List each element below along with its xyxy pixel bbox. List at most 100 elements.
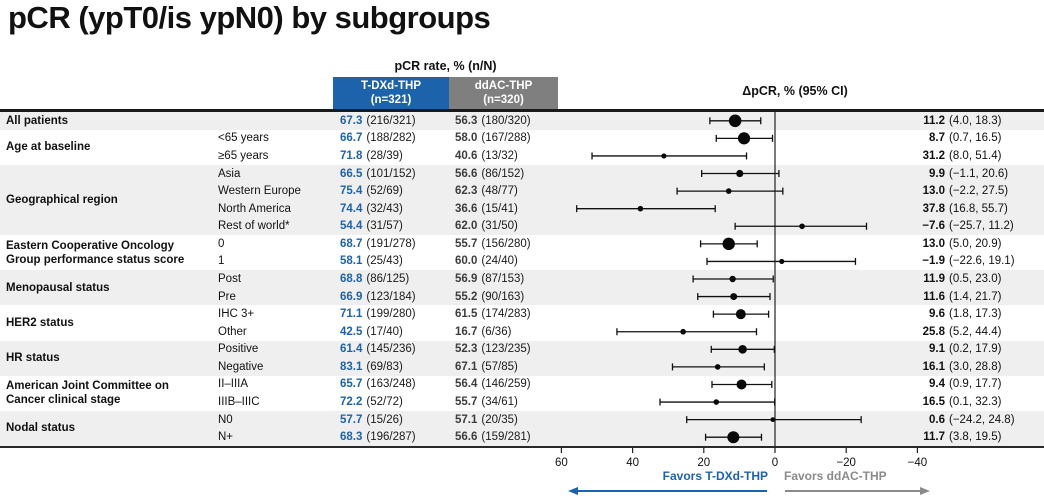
- delta-confidence-interval: (−24.2, 24.8): [949, 413, 1015, 426]
- delta-point-estimate: 13.0: [922, 237, 945, 250]
- category-label-line: Nodal status: [6, 422, 76, 435]
- tdxd-value: 66.9 (123/184): [340, 288, 452, 306]
- delta-value: 16.5 (0.1, 32.3): [868, 393, 1040, 411]
- delta-confidence-interval: (1.8, 17.3): [949, 308, 1002, 321]
- ddac-value: 55.7 (156/280): [455, 235, 555, 253]
- axis-tick-label: −20: [836, 457, 856, 469]
- ddac-percent: 61.5: [455, 308, 478, 321]
- category-label-line: Geographical region: [6, 193, 118, 206]
- delta-point-estimate: 9.4: [929, 378, 945, 391]
- table-row: Other 42.5 (17/40) 16.7 (6/36) 25.8 (5.2, 44.4…: [0, 323, 1044, 341]
- tdxd-percent: 58.1: [340, 255, 363, 268]
- subgroup-group: Eastern Cooperative Oncology Group perfor…: [0, 235, 1044, 270]
- tdxd-value: 65.7 (163/248): [340, 376, 452, 394]
- ddac-thp-column-header: ddAC-THP (n=320): [449, 77, 558, 109]
- delta-value: 31.2 (8.0, 51.4): [868, 147, 1040, 165]
- table-row: Pre 66.9 (123/184) 55.2 (90/163) 11.6 (1.4, 21…: [0, 288, 1044, 306]
- tdxd-fraction: (28/39): [366, 149, 403, 162]
- tdxd-percent: 74.4: [340, 202, 363, 215]
- ddac-fraction: (48/77): [481, 185, 518, 198]
- ddac-fraction: (24/40): [481, 255, 518, 268]
- delta-confidence-interval: (0.1, 32.3): [949, 396, 1002, 409]
- favors-right-arrowhead: [920, 487, 930, 495]
- category-label: All patients: [6, 112, 216, 130]
- subgroup-label: IIIB–IIIC: [218, 396, 260, 409]
- delta-point-estimate: 16.1: [922, 360, 945, 373]
- subgroup-label: North America: [218, 202, 291, 215]
- ddac-fraction: (20/35): [481, 413, 518, 426]
- subgroup-label: Rest of world*: [218, 220, 290, 233]
- ddac-fraction: (167/288): [481, 132, 531, 145]
- delta-confidence-interval: (0.2, 17.9): [949, 343, 1002, 356]
- tdxd-percent: 65.7: [340, 378, 363, 391]
- delta-point-estimate: 31.2: [922, 149, 945, 162]
- ddac-fraction: (86/152): [481, 167, 525, 180]
- tdxd-value: 68.7 (191/278): [340, 235, 452, 253]
- tdxd-value: 83.1 (69/83): [340, 358, 452, 376]
- axis-tick-label: −40: [908, 457, 928, 469]
- delta-confidence-interval: (−22.6, 19.1): [949, 255, 1015, 268]
- ddac-value: 56.3 (180/320): [455, 112, 555, 130]
- delta-value: 11.6 (1.4, 21.7): [868, 288, 1040, 306]
- tdxd-value: 68.8 (86/125): [340, 270, 452, 288]
- delta-confidence-interval: (0.5, 23.0): [949, 272, 1002, 285]
- delta-value: 8.7 (0.7, 16.5): [868, 130, 1040, 148]
- category-label: Eastern Cooperative Oncology Group perfor…: [6, 235, 216, 270]
- ddac-fraction: (57/85): [481, 360, 518, 373]
- delta-value: 13.0 (−2.2, 27.5): [868, 182, 1040, 200]
- subgroup-label: Western Europe: [218, 185, 301, 198]
- tdxd-fraction: (188/282): [366, 132, 416, 145]
- ddac-value: 40.6 (13/32): [455, 147, 555, 165]
- table-row: II–IIIA 65.7 (163/248) 56.4 (146/259) 9.4 (0.9…: [0, 376, 1044, 394]
- tdxd-percent: 42.5: [340, 325, 363, 338]
- category-label: Menopausal status: [6, 270, 216, 305]
- tdxd-percent: 72.2: [340, 396, 363, 409]
- table-row: Positive 61.4 (145/236) 52.3 (123/235) 9.1 (0.…: [0, 341, 1044, 359]
- ddac-percent: 56.6: [455, 167, 478, 180]
- subgroup-table: All patients 67.3 (216/321) 56.3 (180/320) 11…: [0, 112, 1044, 446]
- tdxd-value: 58.1 (25/43): [340, 253, 452, 271]
- ddac-value: 61.5 (174/283): [455, 305, 555, 323]
- ddac-thp-name: ddAC-THP: [474, 79, 533, 92]
- ddac-value: 36.6 (15/41): [455, 200, 555, 218]
- tdxd-fraction: (69/83): [366, 360, 403, 373]
- page-title: pCR (ypT0/is ypN0) by subgroups: [8, 0, 491, 35]
- delta-confidence-interval: (16.8, 55.7): [949, 202, 1008, 215]
- delta-confidence-interval: (3.0, 28.8): [949, 360, 1002, 373]
- tdxd-fraction: (163/248): [366, 378, 416, 391]
- category-label: HER2 status: [6, 305, 216, 340]
- subgroup-group: Age at baseline <65 years 66.7 (188/282) 58.…: [0, 130, 1044, 165]
- tdxd-fraction: (123/184): [366, 290, 416, 303]
- delta-value: 11.9 (0.5, 23.0): [868, 270, 1040, 288]
- ddac-value: 62.3 (48/77): [455, 182, 555, 200]
- ddac-percent: 36.6: [455, 202, 478, 215]
- subgroup-label: 0: [218, 237, 225, 250]
- table-row: Western Europe 75.4 (52/69) 62.3 (48/77) 13.0…: [0, 182, 1044, 200]
- ddac-value: 16.7 (6/36): [455, 323, 555, 341]
- ddac-percent: 56.9: [455, 272, 478, 285]
- tdxd-percent: 57.7: [340, 413, 363, 426]
- ddac-fraction: (180/320): [481, 114, 531, 127]
- tdxd-fraction: (86/125): [366, 272, 410, 285]
- ddac-value: 52.3 (123/235): [455, 341, 555, 359]
- ddac-percent: 55.7: [455, 237, 478, 250]
- tdxd-percent: 66.5: [340, 167, 363, 180]
- ddac-percent: 56.6: [455, 431, 478, 444]
- subgroup-group: Geographical region Asia 66.5 (101/152) 56.6…: [0, 164, 1044, 236]
- ddac-percent: 67.1: [455, 360, 478, 373]
- tdxd-percent: 68.8: [340, 272, 363, 285]
- tdxd-percent: 54.4: [340, 220, 363, 233]
- ddac-value: 56.6 (159/281): [455, 428, 555, 446]
- subgroup-label: Other: [218, 325, 247, 338]
- axis-tick-label: 60: [555, 457, 568, 469]
- delta-confidence-interval: (8.0, 51.4): [949, 149, 1002, 162]
- table-row: Asia 66.5 (101/152) 56.6 (86/152) 9.9 (−1.1, 2…: [0, 165, 1044, 183]
- favors-tdxd-label: Favors T-DXd-THP: [662, 469, 768, 483]
- delta-point-estimate: 9.1: [929, 343, 945, 356]
- delta-value: 37.8 (16.8, 55.7): [868, 200, 1040, 218]
- tdxd-percent: 75.4: [340, 185, 363, 198]
- category-label-line: Age at baseline: [6, 141, 91, 154]
- ddac-percent: 62.3: [455, 185, 478, 198]
- ddac-fraction: (146/259): [481, 378, 531, 391]
- category-label-line: Cancer clinical stage: [6, 394, 121, 407]
